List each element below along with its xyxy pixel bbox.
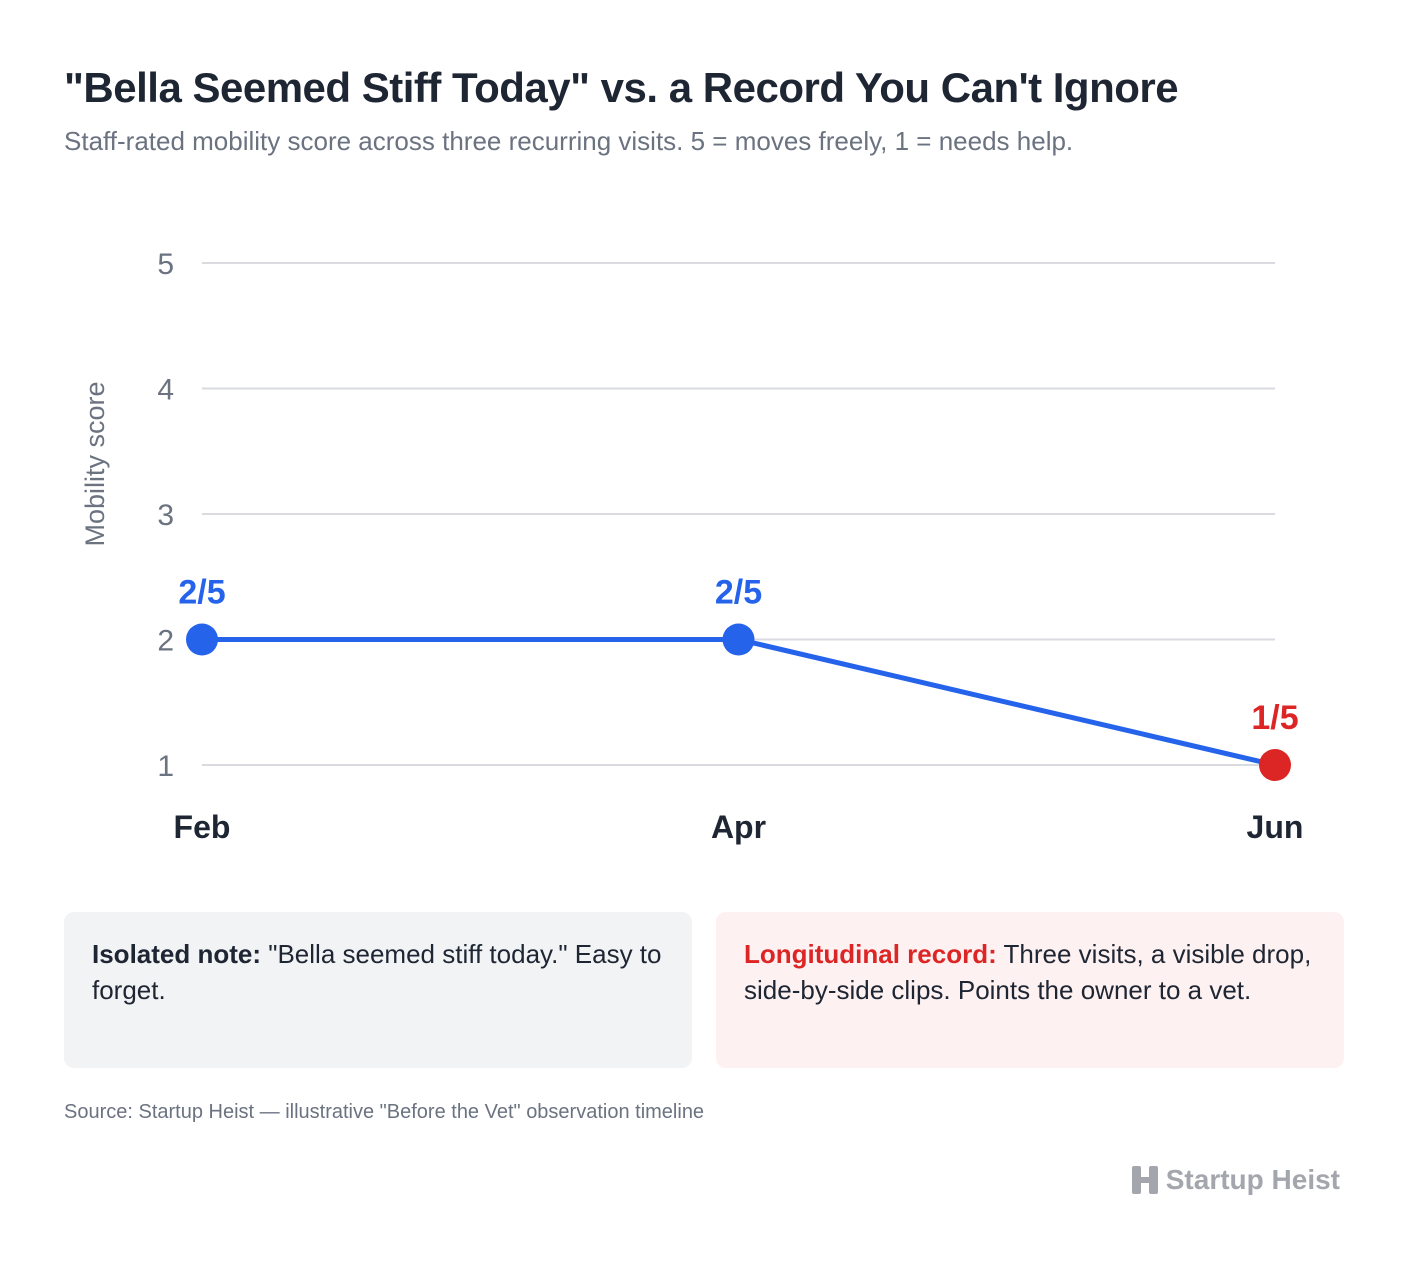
isolated-note-text: "Bella seemed stiff today." Easy to forg… (92, 939, 662, 1005)
x-tick-label: Feb (174, 809, 231, 845)
brand-name: Startup Heist (1165, 1164, 1340, 1195)
data-label: 2/5 (178, 574, 225, 612)
y-tick-label: 3 (157, 499, 174, 532)
y-tick-label: 1 (157, 750, 174, 783)
mobility-line-chart: 1 2 3 4 5 Mobility score Feb Apr Jun 2/5 2/5 1/5 (80, 248, 1304, 845)
x-axis-ticks: Feb Apr Jun (174, 809, 1304, 845)
series-line (199, 637, 1278, 768)
data-label: 1/5 (1251, 699, 1298, 737)
y-axis-ticks: 1 2 3 4 5 (157, 248, 174, 783)
grid-lines (202, 262, 1275, 766)
data-label: 2/5 (715, 574, 762, 612)
data-point (186, 623, 218, 656)
startup-heist-logo-icon (1131, 1166, 1158, 1194)
series-points (186, 623, 1291, 781)
longitudinal-record-lead: Longitudinal record: (744, 939, 997, 969)
y-tick-label: 5 (157, 248, 174, 281)
source-note: Source: Startup Heist — illustrative "Be… (64, 1101, 705, 1123)
y-tick-label: 2 (157, 625, 174, 658)
isolated-note-lead: Isolated note: (92, 939, 262, 969)
brand-logo: Startup Heist (1131, 1164, 1340, 1196)
x-tick-label: Apr (711, 809, 766, 845)
y-axis-label: Mobility score (80, 381, 110, 546)
longitudinal-record-card: Longitudinal record: Three visits, a vis… (716, 912, 1344, 1068)
data-point (1259, 749, 1291, 781)
data-labels: 2/5 2/5 1/5 (178, 574, 1298, 738)
longitudinal-record-text: Three visits, a visible drop, side-by-si… (744, 939, 1312, 1005)
data-point (722, 623, 755, 656)
y-tick-label: 4 (157, 374, 174, 407)
x-tick-label: Jun (1247, 809, 1304, 845)
chart-subtitle: Staff-rated mobility score across three … (64, 126, 1074, 156)
chart-title: "Bella Seemed Stiff Today" vs. a Record … (64, 64, 1179, 111)
series-line-path (199, 637, 1278, 768)
isolated-note-card: Isolated note: "Bella seemed stiff today… (64, 912, 692, 1068)
